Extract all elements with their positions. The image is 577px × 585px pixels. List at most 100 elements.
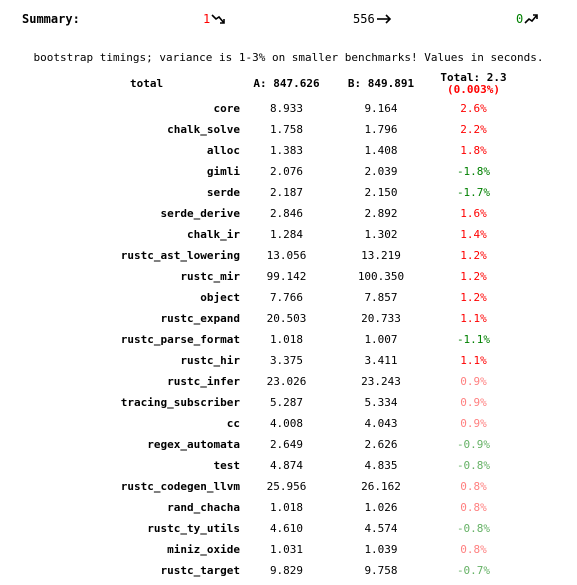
regressions-number: 1: [203, 12, 211, 26]
time-b: 1.026: [364, 501, 398, 514]
summary-label: Summary:: [22, 12, 80, 26]
table-row: serde_derive 2.846 2.892 1.6%: [0, 203, 518, 224]
improvements-count: 0: [516, 12, 540, 26]
table-row: miniz_oxide 1.031 1.039 0.8%: [0, 539, 518, 560]
table-row: rustc_mir 99.142 100.350 1.2%: [0, 266, 518, 287]
table-row: rustc_hir 3.375 3.411 1.1%: [0, 350, 518, 371]
table-row: object 7.766 7.857 1.2%: [0, 287, 518, 308]
time-a: 3.375: [269, 354, 304, 367]
percent-change: -0.8%: [456, 459, 491, 472]
percent-change: 0.8%: [460, 480, 487, 493]
percent-change: 1.8%: [460, 144, 487, 157]
time-a: 7.766: [269, 291, 304, 304]
table-row: rustc_ty_utils 4.610 4.574 -0.8%: [0, 518, 518, 539]
percent-change: 0.8%: [460, 543, 487, 556]
time-b: 26.162: [361, 480, 401, 493]
percent-change: 1.1%: [460, 354, 487, 367]
table-row: gimli 2.076 2.039 -1.8%: [0, 161, 518, 182]
time-b: 5.334: [364, 396, 398, 409]
crate-name: gimli: [206, 165, 240, 178]
time-a: 2.187: [269, 186, 304, 199]
time-a: 1.284: [269, 228, 304, 241]
arrow-right-icon: [376, 14, 391, 24]
table-row: rustc_codegen_llvm 25.956 26.162 0.8%: [0, 476, 518, 497]
time-a: 1.018: [269, 501, 304, 514]
crate-name: rand_chacha: [167, 501, 240, 514]
percent-change: 1.2%: [460, 249, 487, 262]
improvements-number: 0: [516, 12, 524, 26]
time-a: 1.758: [269, 123, 304, 136]
neutral-number: 556: [353, 12, 375, 26]
time-b: 1.796: [364, 123, 398, 136]
time-b: 7.857: [364, 291, 398, 304]
time-b: 2.150: [364, 186, 398, 199]
crate-name: rustc_target: [160, 564, 240, 577]
percent-change: 0.9%: [460, 417, 487, 430]
summary-bar: Summary: 1 556 0: [0, 12, 577, 30]
crate-name: rustc_parse_format: [120, 333, 240, 346]
crate-name: miniz_oxide: [167, 543, 240, 556]
percent-change: 0.9%: [460, 396, 487, 409]
percent-change: 1.2%: [460, 270, 487, 283]
time-a: 2.649: [269, 438, 304, 451]
percent-change: 1.1%: [460, 312, 487, 325]
table-row: test 4.874 4.835 -0.8%: [0, 455, 518, 476]
time-a: 8.933: [269, 102, 304, 115]
time-b: 9.758: [364, 564, 398, 577]
table-row: core 8.933 9.164 2.6%: [0, 98, 518, 119]
time-a: 1.031: [269, 543, 304, 556]
time-b: 4.835: [364, 459, 398, 472]
time-a: 4.610: [269, 522, 304, 535]
percent-change: 1.2%: [460, 291, 487, 304]
table-row: rustc_expand 20.503 20.733 1.1%: [0, 308, 518, 329]
table-row: rustc_target 9.829 9.758 -0.7%: [0, 560, 518, 581]
crate-name: core: [213, 102, 241, 115]
time-b: 9.164: [364, 102, 398, 115]
header-b: B: 849.891: [347, 77, 415, 90]
table-row: chalk_ir 1.284 1.302 1.4%: [0, 224, 518, 245]
crate-name: rustc_hir: [180, 354, 240, 367]
time-b: 23.243: [361, 375, 401, 388]
header-total-diff: Total: 2.3 (0.003%): [429, 70, 518, 98]
time-a: 99.142: [266, 270, 307, 283]
time-b: 4.574: [364, 522, 398, 535]
percent-change: 0.9%: [460, 375, 487, 388]
crate-name: alloc: [206, 144, 240, 157]
table-row: rustc_infer 23.026 23.243 0.9%: [0, 371, 518, 392]
time-a: 4.008: [269, 417, 304, 430]
percent-change: -1.1%: [456, 333, 491, 346]
crate-name: regex_automata: [147, 438, 240, 451]
header-a: A: 847.626: [253, 77, 320, 90]
time-a: 2.076: [269, 165, 304, 178]
time-b: 1.302: [364, 228, 398, 241]
neutral-count: 556: [353, 12, 392, 26]
percent-change: 1.4%: [460, 228, 487, 241]
crate-name: rustc_codegen_llvm: [120, 480, 240, 493]
percent-change: 2.2%: [460, 123, 487, 136]
trending-down-icon: [211, 14, 226, 24]
crate-name: serde: [206, 186, 240, 199]
regressions-count: 1: [203, 12, 227, 26]
time-b: 2.892: [364, 207, 398, 220]
time-b: 2.626: [364, 438, 398, 451]
table-row: serde 2.187 2.150 -1.7%: [0, 182, 518, 203]
time-b: 2.039: [364, 165, 398, 178]
time-b: 1.007: [364, 333, 398, 346]
time-b: 1.408: [364, 144, 398, 157]
crate-name: object: [200, 291, 240, 304]
time-a: 1.018: [269, 333, 304, 346]
header-total-value: Total: 2.3: [440, 71, 507, 84]
time-b: 20.733: [361, 312, 401, 325]
crate-name: rustc_ty_utils: [147, 522, 240, 535]
time-a: 20.503: [266, 312, 307, 325]
crate-name: rustc_expand: [160, 312, 240, 325]
crate-name: test: [213, 459, 241, 472]
time-b: 1.039: [364, 543, 398, 556]
table-header-row: total A: 847.626 B: 849.891 Total: 2.3 (…: [0, 70, 518, 98]
table-row: alloc 1.383 1.408 1.8%: [0, 140, 518, 161]
time-a: 2.846: [269, 207, 304, 220]
time-a: 25.956: [266, 480, 307, 493]
percent-change: 1.6%: [460, 207, 487, 220]
percent-change: -0.7%: [456, 564, 491, 577]
crate-name: rustc_ast_lowering: [120, 249, 240, 262]
